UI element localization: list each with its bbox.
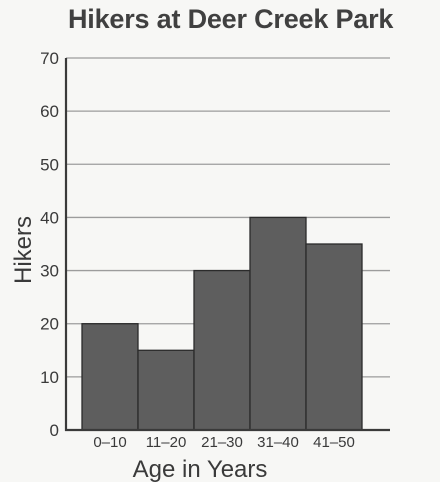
y-axis-title: Hikers (10, 216, 37, 284)
bar-11–20 (137, 349, 195, 431)
x-tick-label: 0–10 (93, 434, 126, 451)
bar-41–50 (305, 243, 363, 431)
y-tick-labels: 0 10 20 30 40 50 60 70 (40, 49, 59, 440)
y-tick-label: 20 (40, 315, 59, 334)
x-tick-label: 11–20 (146, 434, 187, 451)
x-axis-title: Age in Years (133, 456, 268, 482)
bars-layer (81, 216, 363, 431)
axes-layer (64, 58, 390, 432)
y-tick-label: 0 (50, 421, 59, 440)
y-tick-label: 60 (40, 102, 59, 121)
y-tick-label: 70 (40, 49, 59, 68)
chart-title: Hikers at Deer Creek Park (68, 4, 394, 34)
y-tick-label: 40 (40, 208, 59, 227)
y-tick-label: 30 (40, 262, 59, 281)
x-tick-label: 41–50 (313, 434, 355, 451)
bar-31–40 (249, 216, 307, 431)
bar-0–10 (81, 323, 139, 431)
y-tick-label: 10 (40, 368, 59, 387)
x-tick-labels: 0–10 11–20 21–30 31–40 41–50 (93, 434, 355, 451)
x-tick-label: 31–40 (257, 434, 299, 451)
x-tick-label: 21–30 (201, 434, 243, 451)
bar-21–30 (193, 269, 251, 431)
y-tick-label: 50 (40, 155, 59, 174)
